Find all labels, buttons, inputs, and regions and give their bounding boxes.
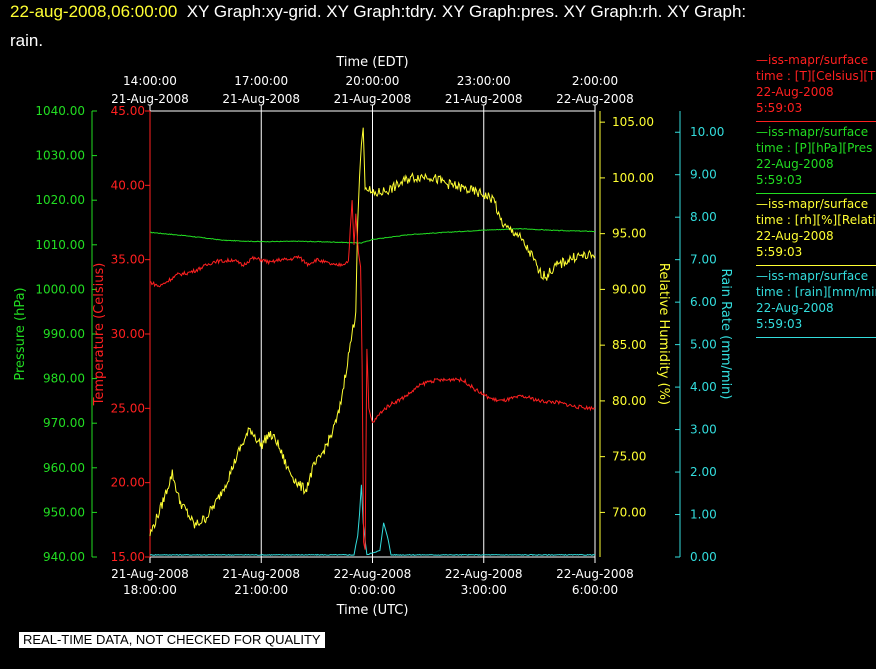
legend-variable: time : [rain][mm/min — [756, 285, 876, 299]
pressure-axis-title: Pressure (hPa) — [13, 287, 28, 380]
pressure-tick-label: 1030.00 — [35, 149, 85, 163]
humidity-tick-label: 70.00 — [612, 505, 646, 519]
legend-time: 5:59:03 — [756, 245, 803, 259]
rain-axis-title: Rain Rate (mm/min) — [718, 268, 733, 399]
legend-variable: time : [T][Celsius][T — [756, 69, 876, 83]
legend-series-name: —iss-mapr/surface — [756, 53, 869, 67]
pressure-tick-label: 990.00 — [43, 327, 85, 341]
legend-underline — [756, 193, 876, 194]
x-tick-label-top-date: 21-Aug-2008 — [222, 92, 300, 106]
temperature-tick-label: 25.00 — [111, 401, 145, 415]
x-tick-label-bottom-date: 22-Aug-2008 — [334, 567, 412, 581]
pressure-tick-label: 1020.00 — [35, 193, 85, 207]
x-tick-label-bottom-date: 21-Aug-2008 — [222, 567, 300, 581]
x-axis-title-bottom: Time (UTC) — [336, 603, 409, 618]
legend-variable: time : [rh][%][Relati — [756, 213, 876, 227]
legend-time: 5:59:03 — [756, 173, 803, 187]
x-tick-label-bottom-date: 21-Aug-2008 — [111, 567, 189, 581]
pressure-tick-label: 970.00 — [43, 416, 85, 430]
pressure-tick-label: 950.00 — [43, 505, 85, 519]
humidity-tick-label: 105.00 — [612, 115, 654, 129]
rain-tick-label: 7.00 — [690, 253, 717, 267]
x-tick-label-top-date: 21-Aug-2008 — [334, 92, 412, 106]
temperature-tick-label: 20.00 — [111, 476, 145, 490]
humidity-tick-label: 75.00 — [612, 450, 646, 464]
legend-date: 22-Aug-2008 — [756, 301, 834, 315]
legend-date: 22-Aug-2008 — [756, 229, 834, 243]
legend-series-name: —iss-mapr/surface — [756, 197, 869, 211]
humidity-series-line — [149, 127, 596, 537]
temperature-tick-label: 30.00 — [111, 327, 145, 341]
rain-tick-label: 1.00 — [690, 508, 717, 522]
x-tick-label-bottom-date: 22-Aug-2008 — [556, 567, 634, 581]
rain-tick-label: 3.00 — [690, 423, 717, 437]
pressure-tick-label: 960.00 — [43, 461, 85, 475]
temperature-tick-label: 15.00 — [111, 550, 145, 564]
x-tick-label-bottom-time: 0:00:00 — [349, 583, 395, 597]
graph-list: XY Graph:xy-grid. XY Graph:tdry. XY Grap… — [186, 2, 747, 21]
x-tick-label-top-time: 2:00:00 — [572, 74, 618, 88]
x-tick-label-top-time: 17:00:00 — [234, 74, 288, 88]
humidity-tick-label: 90.00 — [612, 282, 646, 296]
humidity-axis-title: Relative Humidity (%) — [656, 263, 671, 405]
legend-series-name: —iss-mapr/surface — [756, 125, 869, 139]
x-tick-label-bottom-time: 3:00:00 — [461, 583, 507, 597]
legend-entry: —iss-mapr/surface time : [P][hPa][Pres 22-… — [756, 124, 876, 194]
x-axis-title-top: Time (EDT) — [335, 55, 408, 70]
temperature-axis-title: Temperature (Celsius) — [92, 263, 107, 407]
legend-variable: time : [P][hPa][Pres — [756, 141, 873, 155]
temperature-tick-label: 45.00 — [111, 104, 145, 118]
rain-tick-label: 4.00 — [690, 380, 717, 394]
x-tick-label-bottom-time: 21:00:00 — [234, 583, 288, 597]
legend-time: 5:59:03 — [756, 101, 803, 115]
pressure-tick-label: 1000.00 — [35, 282, 85, 296]
rain-series-line — [149, 484, 596, 556]
humidity-tick-label: 85.00 — [612, 338, 646, 352]
x-tick-label-top-time: 20:00:00 — [346, 74, 400, 88]
legend-entry: —iss-mapr/surface time : [T][Celsius][T 22… — [756, 52, 876, 122]
temperature-tick-label: 35.00 — [111, 253, 145, 267]
rain-tick-label: 0.00 — [690, 550, 717, 564]
legend-underline — [756, 121, 876, 122]
legend-time: 5:59:03 — [756, 317, 803, 331]
x-tick-label-top-date: 21-Aug-2008 — [111, 92, 189, 106]
rain-tick-label: 5.00 — [690, 338, 717, 352]
x-tick-label-bottom-date: 22-Aug-2008 — [445, 567, 523, 581]
temperature-tick-label: 40.00 — [111, 178, 145, 192]
pressure-tick-label: 1040.00 — [35, 104, 85, 118]
x-tick-label-bottom-time: 18:00:00 — [123, 583, 177, 597]
graph-list-continued: rain. — [10, 31, 44, 50]
x-tick-label-top-time: 23:00:00 — [457, 74, 511, 88]
rain-tick-label: 9.00 — [690, 168, 717, 182]
humidity-tick-label: 100.00 — [612, 171, 654, 185]
legend-date: 22-Aug-2008 — [756, 157, 834, 171]
legend-underline — [756, 337, 876, 338]
x-tick-label-bottom-time: 6:00:00 — [572, 583, 618, 597]
x-tick-label-top-time: 14:00:00 — [123, 74, 177, 88]
temperature-series-line — [149, 200, 596, 550]
timestamp: 22-aug-2008,06:00:00 — [10, 2, 178, 21]
legend-date: 22-Aug-2008 — [756, 85, 834, 99]
legend-entry: —iss-mapr/surface time : [rh][%][Relati 22… — [756, 196, 876, 266]
rain-tick-label: 2.00 — [690, 465, 717, 479]
pressure-tick-label: 940.00 — [43, 550, 85, 564]
pressure-tick-label: 980.00 — [43, 372, 85, 386]
rain-tick-label: 6.00 — [690, 295, 717, 309]
humidity-tick-label: 80.00 — [612, 394, 646, 408]
humidity-tick-label: 95.00 — [612, 227, 646, 241]
pressure-tick-label: 1010.00 — [35, 238, 85, 252]
rain-tick-label: 8.00 — [690, 210, 717, 224]
legend-entry: —iss-mapr/surface time : [rain][mm/min 22-… — [756, 268, 876, 338]
quality-banner: REAL-TIME DATA, NOT CHECKED FOR QUALITY — [19, 632, 325, 648]
pressure-series-line — [150, 227, 596, 244]
legend-underline — [756, 265, 876, 266]
rain-tick-label: 10.00 — [690, 125, 724, 139]
x-tick-label-top-date: 21-Aug-2008 — [445, 92, 523, 106]
graph-title: 22-aug-2008,06:00:00 XY Graph:xy-grid. X… — [10, 2, 746, 22]
x-tick-label-top-date: 22-Aug-2008 — [556, 92, 634, 106]
legend-series-name: —iss-mapr/surface — [756, 269, 869, 283]
